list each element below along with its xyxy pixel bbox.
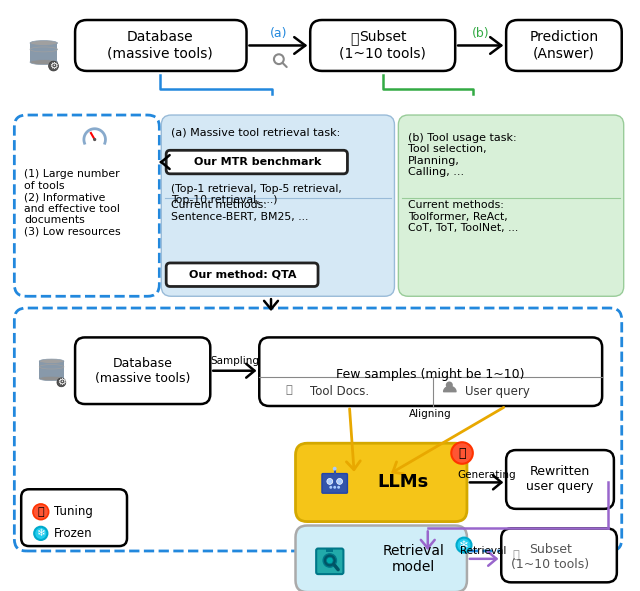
Circle shape (333, 467, 337, 470)
Text: Current methods:
Sentence-BERT, BM25, ...: Current methods: Sentence-BERT, BM25, ..… (171, 200, 308, 222)
FancyBboxPatch shape (161, 115, 394, 296)
Text: ❄: ❄ (459, 538, 469, 551)
Text: (1) Large number
of tools
(2) Informative
and effective tool
documents
(3) Low r: (1) Large number of tools (2) Informativ… (24, 169, 121, 237)
FancyBboxPatch shape (166, 263, 318, 287)
FancyBboxPatch shape (166, 150, 348, 174)
FancyBboxPatch shape (506, 20, 621, 71)
Ellipse shape (39, 359, 64, 363)
FancyBboxPatch shape (322, 473, 348, 493)
FancyBboxPatch shape (21, 489, 127, 546)
Ellipse shape (30, 41, 58, 46)
Text: Frozen: Frozen (54, 527, 92, 540)
Circle shape (326, 557, 333, 564)
FancyBboxPatch shape (310, 20, 455, 71)
FancyBboxPatch shape (14, 115, 159, 296)
Text: (a) Massive tool retrieval task:: (a) Massive tool retrieval task: (171, 128, 340, 138)
FancyBboxPatch shape (506, 450, 614, 509)
FancyBboxPatch shape (501, 528, 617, 582)
Text: Subset
(1~10 tools): Subset (1~10 tools) (511, 543, 589, 571)
Text: LLMs: LLMs (378, 473, 429, 491)
Text: Our MTR benchmark: Our MTR benchmark (194, 157, 321, 167)
Text: 🔧: 🔧 (350, 33, 358, 47)
FancyBboxPatch shape (259, 337, 602, 406)
FancyBboxPatch shape (326, 549, 333, 552)
Circle shape (330, 486, 332, 489)
Text: ⚙: ⚙ (49, 61, 58, 71)
Circle shape (337, 479, 342, 485)
Circle shape (323, 554, 337, 567)
Circle shape (446, 382, 453, 388)
Ellipse shape (30, 47, 58, 52)
Circle shape (57, 378, 66, 387)
Ellipse shape (30, 60, 58, 64)
Text: Current methods:
Toolformer, ReAct,
CoT, ToT, ToolNet, ...: Current methods: Toolformer, ReAct, CoT,… (408, 200, 518, 233)
Circle shape (33, 504, 49, 519)
Text: Generating: Generating (457, 470, 516, 479)
Circle shape (34, 527, 47, 540)
Circle shape (49, 61, 58, 71)
FancyBboxPatch shape (75, 20, 246, 71)
Text: Database
(massive tools): Database (massive tools) (95, 357, 190, 385)
Text: (Top-1 retrieval, Top-5 retrieval,
Top-10 retrieval, ...): (Top-1 retrieval, Top-5 retrieval, Top-1… (171, 184, 342, 205)
Text: Few samples (might be 1~10): Few samples (might be 1~10) (337, 368, 525, 381)
Text: (b) Tool usage task:
Tool selection,
Planning,
Calling, ...: (b) Tool usage task: Tool selection, Pla… (408, 132, 516, 177)
Text: Rewritten
user query: Rewritten user query (526, 466, 594, 493)
FancyBboxPatch shape (30, 43, 58, 62)
Circle shape (337, 486, 340, 489)
Text: Sampling: Sampling (211, 356, 259, 366)
Text: Aligning: Aligning (410, 409, 452, 419)
FancyBboxPatch shape (14, 308, 621, 551)
FancyBboxPatch shape (75, 337, 211, 404)
Ellipse shape (39, 376, 64, 381)
Text: ⚙: ⚙ (57, 378, 66, 387)
Circle shape (327, 479, 333, 485)
Text: (b): (b) (472, 27, 490, 40)
Text: ❄: ❄ (36, 528, 45, 538)
Circle shape (333, 486, 336, 489)
Text: Retrieval
model: Retrieval model (382, 544, 444, 574)
Text: Tuning: Tuning (54, 505, 92, 518)
Text: Database
(massive tools): Database (massive tools) (108, 30, 213, 60)
Text: 🔥: 🔥 (458, 447, 466, 460)
Ellipse shape (39, 365, 64, 369)
FancyBboxPatch shape (398, 115, 624, 296)
Circle shape (456, 538, 472, 553)
Text: Tool Docs.: Tool Docs. (310, 385, 369, 398)
Text: 🔧: 🔧 (513, 550, 519, 560)
Text: 🔧: 🔧 (285, 385, 292, 395)
Text: Our method: QTA: Our method: QTA (189, 269, 296, 280)
Text: Prediction
(Answer): Prediction (Answer) (529, 30, 598, 60)
FancyBboxPatch shape (296, 443, 467, 522)
Circle shape (93, 138, 96, 141)
Text: 🔥: 🔥 (38, 507, 44, 517)
Text: Retrieval: Retrieval (460, 546, 507, 556)
Text: Subset
(1~10 tools): Subset (1~10 tools) (339, 30, 426, 60)
Circle shape (451, 442, 473, 464)
FancyBboxPatch shape (39, 361, 64, 378)
Text: (a): (a) (270, 27, 287, 40)
Text: User query: User query (465, 385, 530, 398)
FancyBboxPatch shape (296, 525, 467, 591)
FancyBboxPatch shape (316, 548, 344, 574)
